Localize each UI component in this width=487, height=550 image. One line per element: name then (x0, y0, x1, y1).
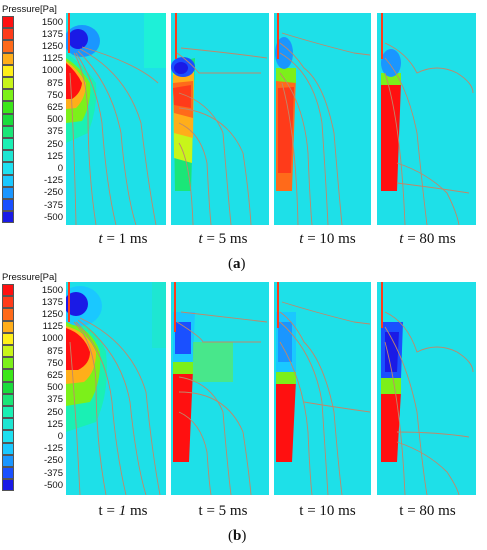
contour-panel-b-80ms (377, 282, 476, 495)
legend-label: -125 (43, 175, 63, 187)
legend-label: 1375 (41, 296, 63, 308)
legend-label: 500 (47, 114, 63, 126)
pressure-legend-a: Pressure[Pa] 1500 1375 1250 1125 1000 875 750 6… (0, 4, 63, 224)
legend-swatch (2, 430, 14, 443)
legend-swatch (2, 454, 14, 467)
legend-label: 500 (47, 382, 63, 394)
legend-label: 375 (47, 394, 63, 406)
legend-swatch (2, 28, 14, 41)
legend-swatch (2, 40, 14, 53)
legend-label: 1500 (41, 284, 63, 296)
legend-label: 625 (47, 101, 63, 113)
caption-b-80ms: t = 80 ms (399, 503, 456, 519)
legend-label: 750 (47, 89, 63, 101)
legend-label: -500 (43, 479, 63, 491)
legend-swatch (2, 16, 14, 29)
legend-swatch (2, 284, 14, 297)
legend-label: 625 (47, 369, 63, 381)
legend-swatch (2, 150, 14, 163)
legend-swatch (2, 138, 14, 151)
legend-swatch (2, 64, 14, 77)
legend-label: 0 (57, 162, 63, 174)
legend-swatch (2, 125, 14, 138)
legend-swatch (2, 393, 14, 406)
legend-swatch (2, 308, 14, 321)
legend-label: 125 (47, 150, 63, 162)
contour-panel-a-10ms (274, 13, 371, 225)
contour-panel-b-1ms (66, 282, 166, 495)
caption-a-5ms: t = 5 ms (198, 231, 248, 247)
legend-swatch (2, 479, 14, 492)
legend-swatch (2, 89, 14, 102)
caption-b-5ms: t = 5 ms (198, 503, 248, 519)
legend-swatch (2, 418, 14, 431)
legend-label: 0 (57, 430, 63, 442)
legend-swatch (2, 77, 14, 90)
legend-label: 1125 (42, 53, 63, 65)
legend-label: 1250 (41, 308, 63, 320)
legend-label: 1375 (41, 28, 63, 40)
caption-b-1ms: t = 1 ms (98, 503, 148, 519)
legend-label: -500 (43, 211, 63, 223)
caption-a-80ms: t = 80 ms (399, 231, 456, 247)
legend-label: -375 (43, 199, 63, 211)
legend-swatch (2, 52, 14, 65)
contour-panel-a-5ms (171, 13, 269, 225)
legend-label: -125 (43, 443, 63, 455)
figure-label-b: (b) (228, 528, 247, 544)
legend-label: -250 (43, 455, 63, 467)
contour-panel-a-80ms (377, 13, 476, 225)
legend-label: 375 (47, 126, 63, 138)
pressure-legend-b: Pressure[Pa] 1500 1375 1250 1125 1000 875 750 6… (0, 272, 63, 492)
contour-panel-b-10ms (274, 282, 371, 495)
legend-swatch (2, 199, 14, 212)
caption-a-1ms: t = 1 ms (98, 231, 148, 247)
legend-label: 1500 (41, 16, 63, 28)
legend-swatch (2, 381, 14, 394)
legend-label: 1000 (41, 65, 63, 77)
legend-label: 250 (47, 138, 63, 150)
legend-swatch (2, 332, 14, 345)
legend-swatch (2, 186, 14, 199)
legend-swatch (2, 113, 14, 126)
legend-swatch (2, 345, 14, 358)
legend-label: 875 (47, 77, 63, 89)
legend-swatch (2, 406, 14, 419)
legend-label: -250 (43, 187, 63, 199)
legend-label: -375 (43, 467, 63, 479)
contour-panel-b-5ms (171, 282, 269, 495)
legend-swatch (2, 467, 14, 480)
legend-swatch (2, 174, 14, 187)
legend-swatch (2, 296, 14, 309)
legend-swatch (2, 357, 14, 370)
legend-label: 1000 (41, 333, 63, 345)
legend-label: 125 (47, 418, 63, 430)
caption-b-10ms: t = 10 ms (299, 503, 356, 519)
legend-label: 875 (47, 345, 63, 357)
legend-label: 250 (47, 406, 63, 418)
contour-panel-a-1ms (66, 13, 166, 225)
legend-swatch (2, 320, 14, 333)
legend-swatch (2, 442, 14, 455)
legend-swatch (2, 162, 14, 175)
legend-swatch (2, 101, 14, 114)
legend-label: 1250 (41, 40, 63, 52)
legend-title: Pressure[Pa] (2, 272, 57, 283)
legend-swatch (2, 369, 14, 382)
figure-label-a: (a) (228, 256, 246, 272)
caption-a-10ms: t = 10 ms (299, 231, 356, 247)
legend-label: 750 (47, 357, 63, 369)
legend-label: 1125 (42, 321, 63, 333)
legend-title: Pressure[Pa] (2, 4, 57, 15)
legend-swatch (2, 211, 14, 224)
